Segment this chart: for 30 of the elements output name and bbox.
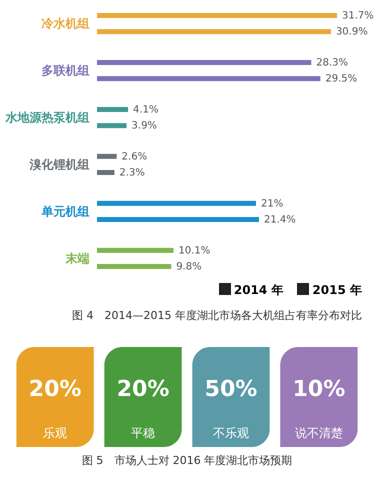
y-tick-label: 溴化锂机组 bbox=[28, 157, 90, 172]
y-tick-label: 水地源热泵机组 bbox=[4, 110, 90, 125]
data-label: 21.4% bbox=[264, 214, 296, 226]
data-label: 3.9% bbox=[132, 120, 157, 132]
data-label: 2.6% bbox=[122, 151, 148, 162]
data-label: 2.3% bbox=[119, 168, 145, 179]
text: 10% bbox=[292, 377, 346, 402]
y-tick-label: 冷水机组 bbox=[42, 16, 90, 31]
data-label: 28.3% bbox=[316, 57, 348, 68]
category-label: 平稳 bbox=[131, 426, 156, 440]
data-label: 9.8% bbox=[176, 261, 202, 272]
y-tick-label: 多联机组 bbox=[42, 64, 90, 78]
text: 图 5 市场人士对 2016 年度湖北市场预期 bbox=[82, 454, 292, 467]
category-label: 说不清楚 bbox=[294, 426, 343, 440]
text: 20% bbox=[116, 377, 170, 402]
text: 50% bbox=[204, 377, 258, 402]
data-label: 21% bbox=[260, 198, 284, 210]
data-label: 30.9% bbox=[336, 26, 368, 38]
data-label: 29.5% bbox=[325, 74, 358, 85]
text: 20% bbox=[28, 377, 82, 402]
text: 2015 年 bbox=[311, 282, 362, 299]
data-label: 10.1% bbox=[178, 245, 210, 256]
data-label: 4.1% bbox=[133, 104, 158, 116]
text: 图 4 2014—2015 年度湖北市场各大机组占有率分布对比 bbox=[72, 309, 362, 322]
category-label: 乐观 bbox=[43, 426, 68, 440]
category-label: 不乐观 bbox=[212, 426, 249, 440]
text: 2014 年 bbox=[232, 282, 284, 299]
data-label: 31.7% bbox=[342, 10, 374, 22]
y-tick-label: 单元机组 bbox=[40, 204, 90, 218]
y-tick-label: 末端 bbox=[64, 251, 90, 266]
